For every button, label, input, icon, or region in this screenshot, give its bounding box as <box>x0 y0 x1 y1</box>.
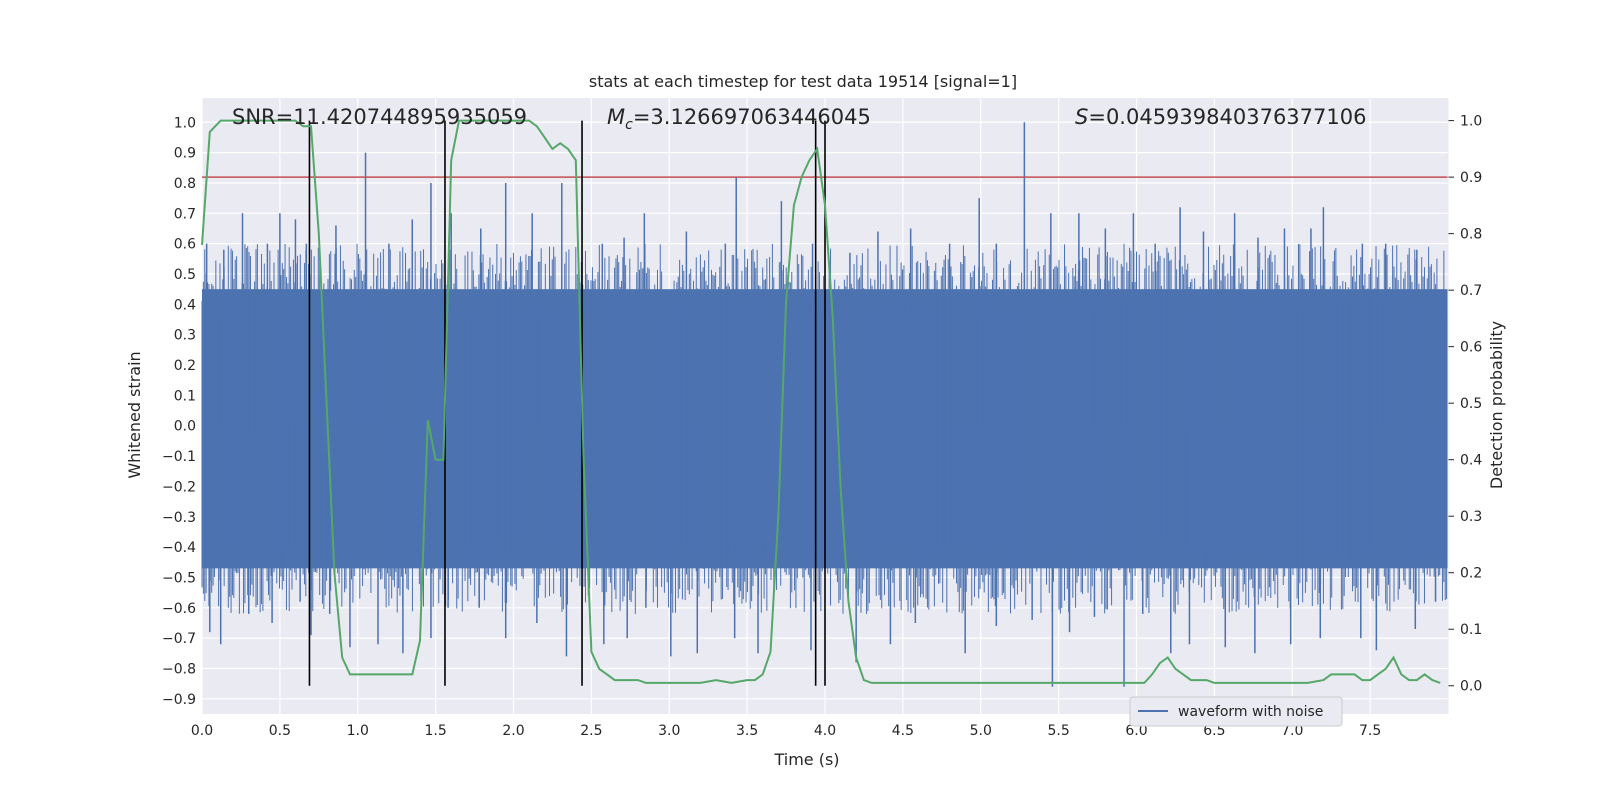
y2-tick-label: 1.0 <box>1460 114 1482 130</box>
y2-tick-label: 0.6 <box>1460 340 1482 356</box>
y2-tick-label: 0.3 <box>1460 509 1482 525</box>
y-tick-label: 0.5 <box>174 267 196 283</box>
legend-label: waveform with noise <box>1178 704 1323 720</box>
x-axis-title: Time (s) <box>773 750 839 769</box>
x-tick-label: 5.0 <box>970 723 992 739</box>
y-tick-label: 0.8 <box>174 176 196 192</box>
x-tick-label: 5.5 <box>1047 723 1069 739</box>
chirp-mass-subscript: c <box>625 117 633 133</box>
y-tick-label: 0.0 <box>174 419 196 435</box>
x-ticks: 0.0 0.5 1.0 1.5 2.0 2.5 3.0 3.5 4.0 4.5 5.0 5.5 6.0 6… <box>191 723 1381 739</box>
y2-tick-label: 0.1 <box>1460 622 1482 638</box>
y2-tick-label: 0.4 <box>1460 453 1482 469</box>
y-axis-title: Whitened strain <box>125 351 144 478</box>
y-tick-label: 0.2 <box>174 358 196 374</box>
x-tick-label: 2.0 <box>502 723 524 739</box>
y2-tick-label: 0.7 <box>1460 283 1482 299</box>
y-tick-label: −0.7 <box>162 631 196 647</box>
y2-axis-title: Detection probability <box>1487 321 1506 489</box>
y-ticks: −0.9 −0.8 −0.7 −0.6 −0.5 −0.4 −0.3 −0.2 −0.1 0.0 0… <box>162 115 196 708</box>
detection-probability-series <box>201 119 1441 684</box>
y-tick-label: 0.7 <box>174 206 196 222</box>
s-value: =0.045939840376377106 <box>1088 105 1366 129</box>
x-tick-label: 0.5 <box>269 723 291 739</box>
snr-annotation: SNR=11.420744895935059 <box>232 105 527 129</box>
s-annotation: S=0.045939840376377106 <box>1075 105 1366 129</box>
detection-probability-line <box>201 119 1441 684</box>
x-tick-label: 7.0 <box>1281 723 1303 739</box>
waveform-with-noise-series <box>201 122 1448 687</box>
s-symbol: S <box>1075 105 1088 129</box>
chirp-mass-annotation: Mc=3.126697063446045 <box>607 105 871 133</box>
y2-ticks: 0.0 0.1 0.2 0.3 0.4 0.5 0.6 0.7 0.8 0.9 1.0 <box>1448 114 1482 695</box>
x-tick-label: 4.0 <box>814 723 836 739</box>
x-tick-label: 0.0 <box>191 723 213 739</box>
x-tick-label: 1.0 <box>347 723 369 739</box>
y-tick-label: −0.9 <box>162 692 196 708</box>
y2-tick-label: 0.8 <box>1460 227 1482 243</box>
y-tick-label: −0.3 <box>162 510 196 526</box>
chart-title: stats at each timestep for test data 195… <box>589 72 1017 91</box>
y-tick-label: −0.5 <box>162 570 196 586</box>
y-tick-label: −0.4 <box>162 540 196 556</box>
y-tick-label: −0.2 <box>162 479 196 495</box>
y-tick-label: −0.1 <box>162 449 196 465</box>
x-tick-label: 1.5 <box>424 723 446 739</box>
y-tick-label: −0.6 <box>162 601 196 617</box>
y-tick-label: 0.6 <box>174 237 196 253</box>
x-tick-label: 6.5 <box>1203 723 1225 739</box>
x-tick-label: 3.5 <box>736 723 758 739</box>
y-tick-label: 0.9 <box>174 146 196 162</box>
y-tick-label: −0.8 <box>162 661 196 677</box>
chirp-mass-value: =3.126697063446045 <box>633 105 871 129</box>
x-tick-label: 2.5 <box>580 723 602 739</box>
x-tick-label: 7.5 <box>1359 723 1381 739</box>
x-tick-label: 6.0 <box>1125 723 1147 739</box>
y-tick-label: 1.0 <box>174 115 196 131</box>
y2-tick-label: 0.5 <box>1460 396 1482 412</box>
x-tick-label: 3.0 <box>658 723 680 739</box>
y2-tick-label: 0.9 <box>1460 170 1482 186</box>
y2-tick-label: 0.0 <box>1460 679 1482 695</box>
chirp-mass-symbol: M <box>607 105 625 129</box>
y2-tick-label: 0.2 <box>1460 566 1482 582</box>
y-tick-label: 0.1 <box>174 388 196 404</box>
x-tick-label: 4.5 <box>892 723 914 739</box>
y-tick-label: 0.3 <box>174 328 196 344</box>
y-tick-label: 0.4 <box>174 297 196 313</box>
legend: waveform with noise <box>1129 696 1343 727</box>
legend-box <box>1129 696 1343 727</box>
